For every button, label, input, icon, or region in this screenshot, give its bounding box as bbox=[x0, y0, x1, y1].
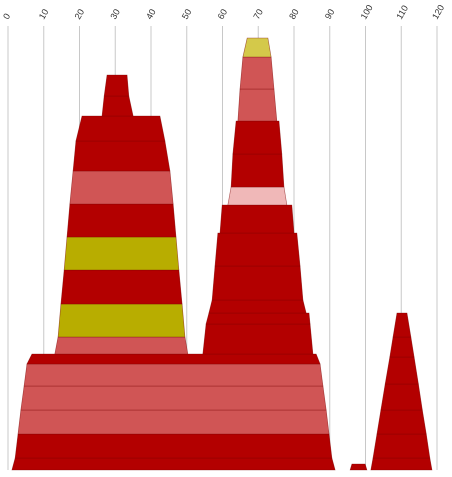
band bbox=[239, 56, 275, 90]
x-tick-label: 20 bbox=[73, 7, 87, 21]
band bbox=[103, 74, 130, 97]
x-tick-label: 40 bbox=[144, 7, 158, 21]
band bbox=[380, 383, 423, 411]
band bbox=[57, 303, 186, 338]
band bbox=[372, 433, 431, 459]
band bbox=[101, 95, 134, 117]
band bbox=[211, 265, 304, 301]
band bbox=[75, 115, 166, 142]
band bbox=[23, 363, 324, 387]
band bbox=[237, 88, 278, 122]
x-tick-label: 110 bbox=[394, 4, 410, 21]
band bbox=[26, 353, 321, 365]
band bbox=[11, 457, 336, 471]
x-tick-label: 30 bbox=[108, 7, 122, 21]
band bbox=[72, 140, 171, 172]
band bbox=[63, 236, 180, 271]
band bbox=[349, 463, 368, 471]
band bbox=[208, 299, 307, 314]
band bbox=[389, 336, 415, 358]
band bbox=[227, 186, 288, 206]
band bbox=[205, 312, 311, 325]
band bbox=[202, 323, 314, 355]
band bbox=[14, 433, 333, 459]
x-tick-label: 90 bbox=[323, 7, 337, 21]
x-tick-label: 70 bbox=[251, 7, 265, 21]
band bbox=[69, 170, 174, 205]
band bbox=[232, 120, 283, 155]
band bbox=[214, 232, 301, 267]
x-tick-label: 0 bbox=[1, 12, 12, 21]
band bbox=[384, 356, 419, 385]
band bbox=[60, 269, 183, 305]
band bbox=[17, 409, 330, 435]
x-tick-label: 100 bbox=[359, 3, 375, 21]
band bbox=[392, 312, 412, 338]
x-tick-label: 60 bbox=[216, 7, 230, 21]
band bbox=[20, 385, 327, 411]
band bbox=[370, 457, 433, 471]
band bbox=[242, 37, 272, 58]
band bbox=[219, 204, 295, 234]
x-tick-label: 50 bbox=[180, 7, 194, 21]
band bbox=[66, 203, 177, 238]
band bbox=[54, 336, 189, 355]
band bbox=[230, 153, 285, 188]
x-tick-label: 10 bbox=[37, 7, 51, 21]
band bbox=[376, 409, 427, 435]
x-tick-label: 80 bbox=[287, 7, 301, 21]
x-tick-label: 120 bbox=[430, 3, 446, 21]
